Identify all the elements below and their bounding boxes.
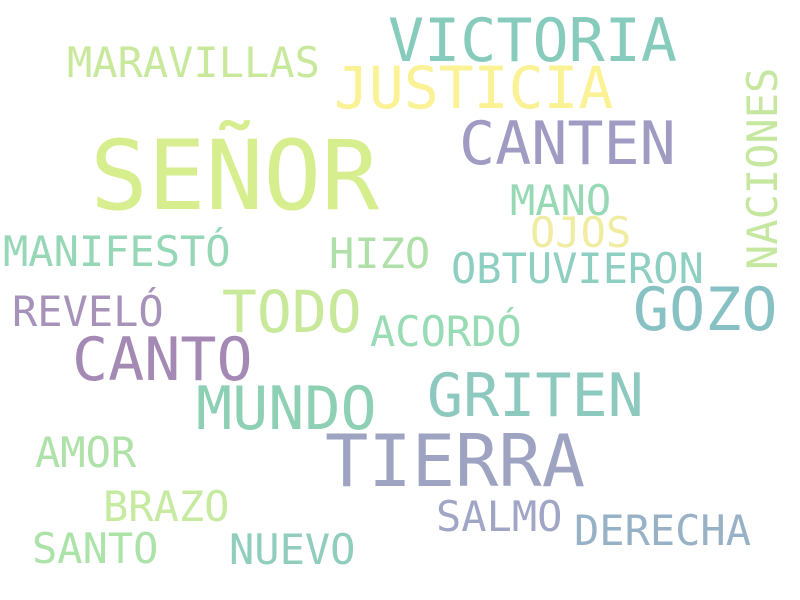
word-acordo: ACORDÓ: [370, 307, 522, 356]
word-nuevo: NUEVO: [229, 525, 356, 574]
word-victoria: VICTORIA: [388, 6, 677, 76]
word-obtuvieron: OBTUVIERON: [451, 244, 704, 293]
word-hizo: HIZO: [329, 229, 431, 278]
word-maravillas: MARAVILLAS: [67, 38, 320, 87]
word-naciones: NACIONES: [738, 67, 787, 270]
word-justicia: JUSTICIA: [334, 54, 614, 122]
word-derecha: DERECHA: [574, 506, 752, 555]
word-tierra: TIERRA: [325, 419, 586, 503]
word-mundo: MUNDO: [196, 374, 377, 444]
word-todo: TODO: [222, 278, 362, 346]
word-griten: GRITEN: [427, 361, 644, 431]
word-revelo: REVELÓ: [12, 287, 164, 336]
word-salmo: SALMO: [436, 492, 563, 541]
word-mano: MANO: [510, 176, 612, 225]
word-santo: SANTO: [32, 524, 159, 573]
word-amor: AMOR: [35, 428, 137, 477]
word-senor: SEÑOR: [90, 120, 379, 232]
word-canto: CANTO: [72, 325, 253, 395]
word-brazo: BRAZO: [103, 482, 230, 531]
word-gozo: GOZO: [633, 275, 778, 345]
word-ojos: OJOS: [530, 208, 632, 257]
word-manifesto: MANIFESTÓ: [3, 227, 231, 276]
word-canten: CANTEN: [459, 109, 676, 179]
